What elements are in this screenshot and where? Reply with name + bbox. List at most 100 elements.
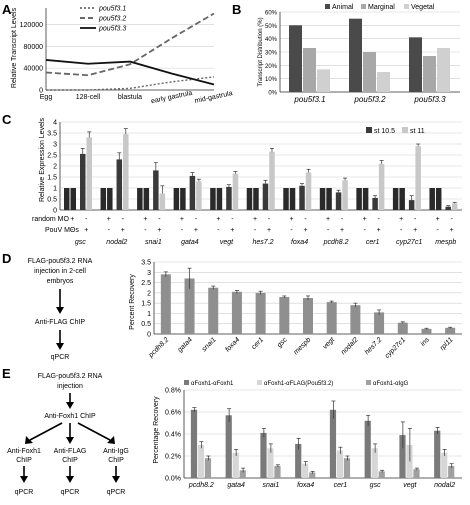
panel-c-ytick-label: 1.5 xyxy=(47,175,57,182)
panel-e: E FLAG-pou5f3.2 RNA injection Anti-Foxh1… xyxy=(2,366,462,496)
bar-st11-mespb xyxy=(451,203,458,210)
pouv-mo-plus: + xyxy=(377,227,381,234)
legend-label-pou5f3-3: pou5f3.3 xyxy=(98,26,126,33)
panel-d-ytick-label: 2.5 xyxy=(141,280,151,287)
bar-series2-snai1 xyxy=(267,448,274,478)
bar-series3-foxa4 xyxy=(309,472,316,478)
flow-arrowhead xyxy=(112,476,120,483)
random-mo-plus: + xyxy=(180,216,184,223)
panel-a: A Relative Transcript Levels 0 40000 80000… xyxy=(2,2,233,105)
flow-arrowhead xyxy=(66,437,74,444)
bar-control-st10-5-mespb xyxy=(429,188,435,210)
x-tick-label-0: Egg xyxy=(40,94,53,101)
panel-d-flow-step-1c: embryos xyxy=(47,278,74,285)
pouv-mo-plus: + xyxy=(157,227,161,234)
gene-label-gata4: gata4 xyxy=(181,239,199,246)
legend-label-pou5f3-1: pou5f3.1 xyxy=(98,6,126,13)
bar-st11-nodal2 xyxy=(123,134,129,210)
x-tick-label-pcdh8-2: pcdh8.2 xyxy=(188,482,214,489)
x-tick-label-snai1: snai1 xyxy=(201,336,218,353)
flow-arrow xyxy=(77,422,111,441)
bar-series3-gsc xyxy=(378,471,385,478)
panel-c-legend: st 10.5 st 11 xyxy=(366,127,425,135)
panel-c-ytick-label: 2.5 xyxy=(47,153,57,160)
bar-cyp27c1 xyxy=(397,322,408,334)
panel-c-ytick-label: 3 xyxy=(53,142,57,149)
flow-arrowhead xyxy=(56,343,64,350)
x-tick-label-cer1: cer1 xyxy=(334,482,348,489)
panel-e-ytick-label: 0.6% xyxy=(165,410,181,417)
bar-control-st11-nodal2 xyxy=(107,188,113,210)
panel-d-plot: 0 0.5 1 1.5 2 2.5 3 3.5 pcdh8.2 gata4 snai1 foxa4 ce… xyxy=(141,260,462,360)
series-line-pou5f3-3 xyxy=(45,59,215,86)
pouv-mo-minus: - xyxy=(71,227,74,234)
panel-c-ylabel: Relative Expression Levels xyxy=(39,117,46,202)
pouv-mo-plus: + xyxy=(84,227,88,234)
bar-gsc xyxy=(279,296,290,334)
bar-control-st11-pcdh8-2 xyxy=(326,188,332,210)
branch-foxh1: Anti-Foxh1 xyxy=(7,448,41,455)
bar-st11-gata4 xyxy=(196,181,202,210)
pouv-mo-minus: - xyxy=(108,227,111,234)
panel-d-flow-qpcr: qPCR xyxy=(51,354,70,361)
panel-a-ytick-label: 0 xyxy=(39,88,43,95)
bar-control-st11-vegt xyxy=(216,188,223,210)
bar-series1-foxa4 xyxy=(295,443,302,478)
pouv-mo-plus: + xyxy=(303,227,307,234)
x-tick-label-nodal2: nodal2 xyxy=(434,482,455,489)
panel-b-label: B xyxy=(232,2,241,17)
x-tick-label-gata4: gata4 xyxy=(227,482,245,489)
random-mo-minus: - xyxy=(377,216,380,223)
qpcr-foxh1: qPCR xyxy=(15,489,34,496)
panel-e-ytick-label: 0.4% xyxy=(165,432,181,439)
random-mo-plus: + xyxy=(216,216,220,223)
bar-animal-pou5f3-3 xyxy=(409,37,422,92)
x-tick-label-cyp27c1: cyp27c1 xyxy=(384,336,407,359)
random-mo-minus: - xyxy=(158,216,161,223)
panel-e-ylabel: Percentage Recovery xyxy=(153,396,160,464)
x-tick-label-foxa4: foxa4 xyxy=(224,336,241,353)
bar-series1-gata4 xyxy=(225,415,232,478)
panel-e-flow-step-1: FLAG-pou5f3.2 RNA xyxy=(38,373,103,380)
panel-b-ytick-label: 50% xyxy=(265,24,278,30)
panel-c: C Relative Expression Levels 0 0.5 1 1.5 2 2.… xyxy=(2,112,462,246)
panel-b-ytick-label: 10% xyxy=(265,77,278,83)
panel-a-ytick-label: 40000 xyxy=(24,66,44,73)
flow-arrowhead xyxy=(20,476,28,483)
random-mo-plus: + xyxy=(143,216,147,223)
panel-d-ytick-label: 3.5 xyxy=(141,260,151,267)
random-mo-minus: - xyxy=(304,216,307,223)
bar-rpl11 xyxy=(445,327,456,334)
bar-st11-hes7-2 xyxy=(269,151,275,210)
panel-c-ytick-label: 3.5 xyxy=(47,131,57,138)
pouv-mo-plus: + xyxy=(450,227,454,234)
panel-a-ytick-label: 80000 xyxy=(24,44,44,51)
x-tick-label-2: blastula xyxy=(118,94,142,101)
bar-control-st11-hes7-2 xyxy=(253,188,259,210)
bar-gata4 xyxy=(184,278,195,334)
bar-marginal-pou5f3-2 xyxy=(363,52,376,92)
random-mo-minus: - xyxy=(451,216,454,223)
branch-flag-chip: ChIP xyxy=(62,457,78,464)
pouv-mo-plus: + xyxy=(340,227,344,234)
random-mo-plus: + xyxy=(289,216,293,223)
pouv-mo-plus: + xyxy=(413,227,417,234)
branch-flag: Anti-FLAG xyxy=(54,448,87,455)
bar-series1-pcdh8-2 xyxy=(190,409,198,478)
pouv-mo-minus: - xyxy=(144,227,147,234)
random-mo-minus: - xyxy=(85,216,88,223)
pouv-mos-row-label: PouV MOs xyxy=(45,227,79,234)
panel-d-ytick-label: 1 xyxy=(147,311,151,318)
bar-marginal-pou5f3-1 xyxy=(303,48,316,92)
panel-b-ytick-label: 30% xyxy=(265,51,278,57)
panel-b-ytick-label: 0% xyxy=(268,91,277,97)
bar-st11-cer1 xyxy=(378,163,385,210)
bar-st11-gsc xyxy=(86,137,92,210)
bar-series1-vegt xyxy=(399,435,406,478)
x-tick-label-mespb: mespb xyxy=(293,336,313,356)
bar-control-st11-cer1 xyxy=(362,188,369,210)
bar-control-st10-5-cyp27c1 xyxy=(392,188,399,210)
x-tick-label-cer1: cer1 xyxy=(250,336,265,351)
random-mo-minus: - xyxy=(341,216,344,223)
